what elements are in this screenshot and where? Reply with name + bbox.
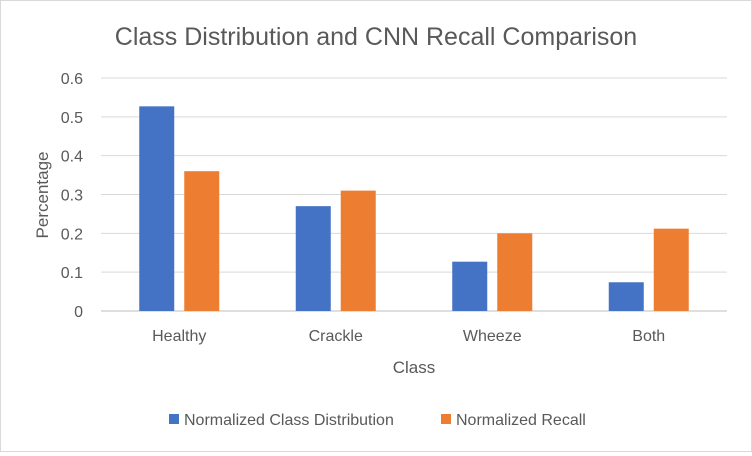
y-tick-label: 0.1 [61,265,83,282]
bar-healthy-recall [184,171,220,311]
bar-crackle-recall [340,190,376,311]
y-tick-label: 0.4 [61,149,83,166]
y-axis-title: Percentage [33,152,52,239]
x-tick-label: Healthy [152,328,206,345]
y-tick-label: 0.6 [61,71,83,88]
y-tick-label: 0.2 [61,226,83,243]
bars [139,106,689,312]
legend-swatch [441,414,451,424]
x-tick-label: Both [632,328,665,345]
x-tick-label: Wheeze [463,328,522,345]
x-axis-ticks: Healthy Crackle Wheeze Both [152,328,665,345]
bar-crackle-class-distribution [295,206,331,311]
legend: Normalized Class Distribution Normalized … [169,412,586,429]
legend-label: Normalized Class Distribution [184,412,394,429]
legend-swatch [169,414,179,424]
chart-title: Class Distribution and CNN Recall Compar… [115,23,637,51]
y-tick-label: 0.3 [61,188,83,205]
x-tick-label: Crackle [309,328,363,345]
y-tick-label: 0.5 [61,110,83,127]
bar-wheeze-class-distribution [452,261,488,311]
x-axis-title: Class [393,358,436,377]
bar-healthy-class-distribution [139,106,175,312]
bar-both-recall [653,228,689,311]
bar-wheeze-recall [497,233,533,311]
y-axis-ticks: 0 0.1 0.2 0.3 0.4 0.5 0.6 [61,71,83,321]
bar-both-class-distribution [608,282,644,311]
legend-label: Normalized Recall [456,412,586,429]
y-tick-label: 0 [74,304,83,321]
